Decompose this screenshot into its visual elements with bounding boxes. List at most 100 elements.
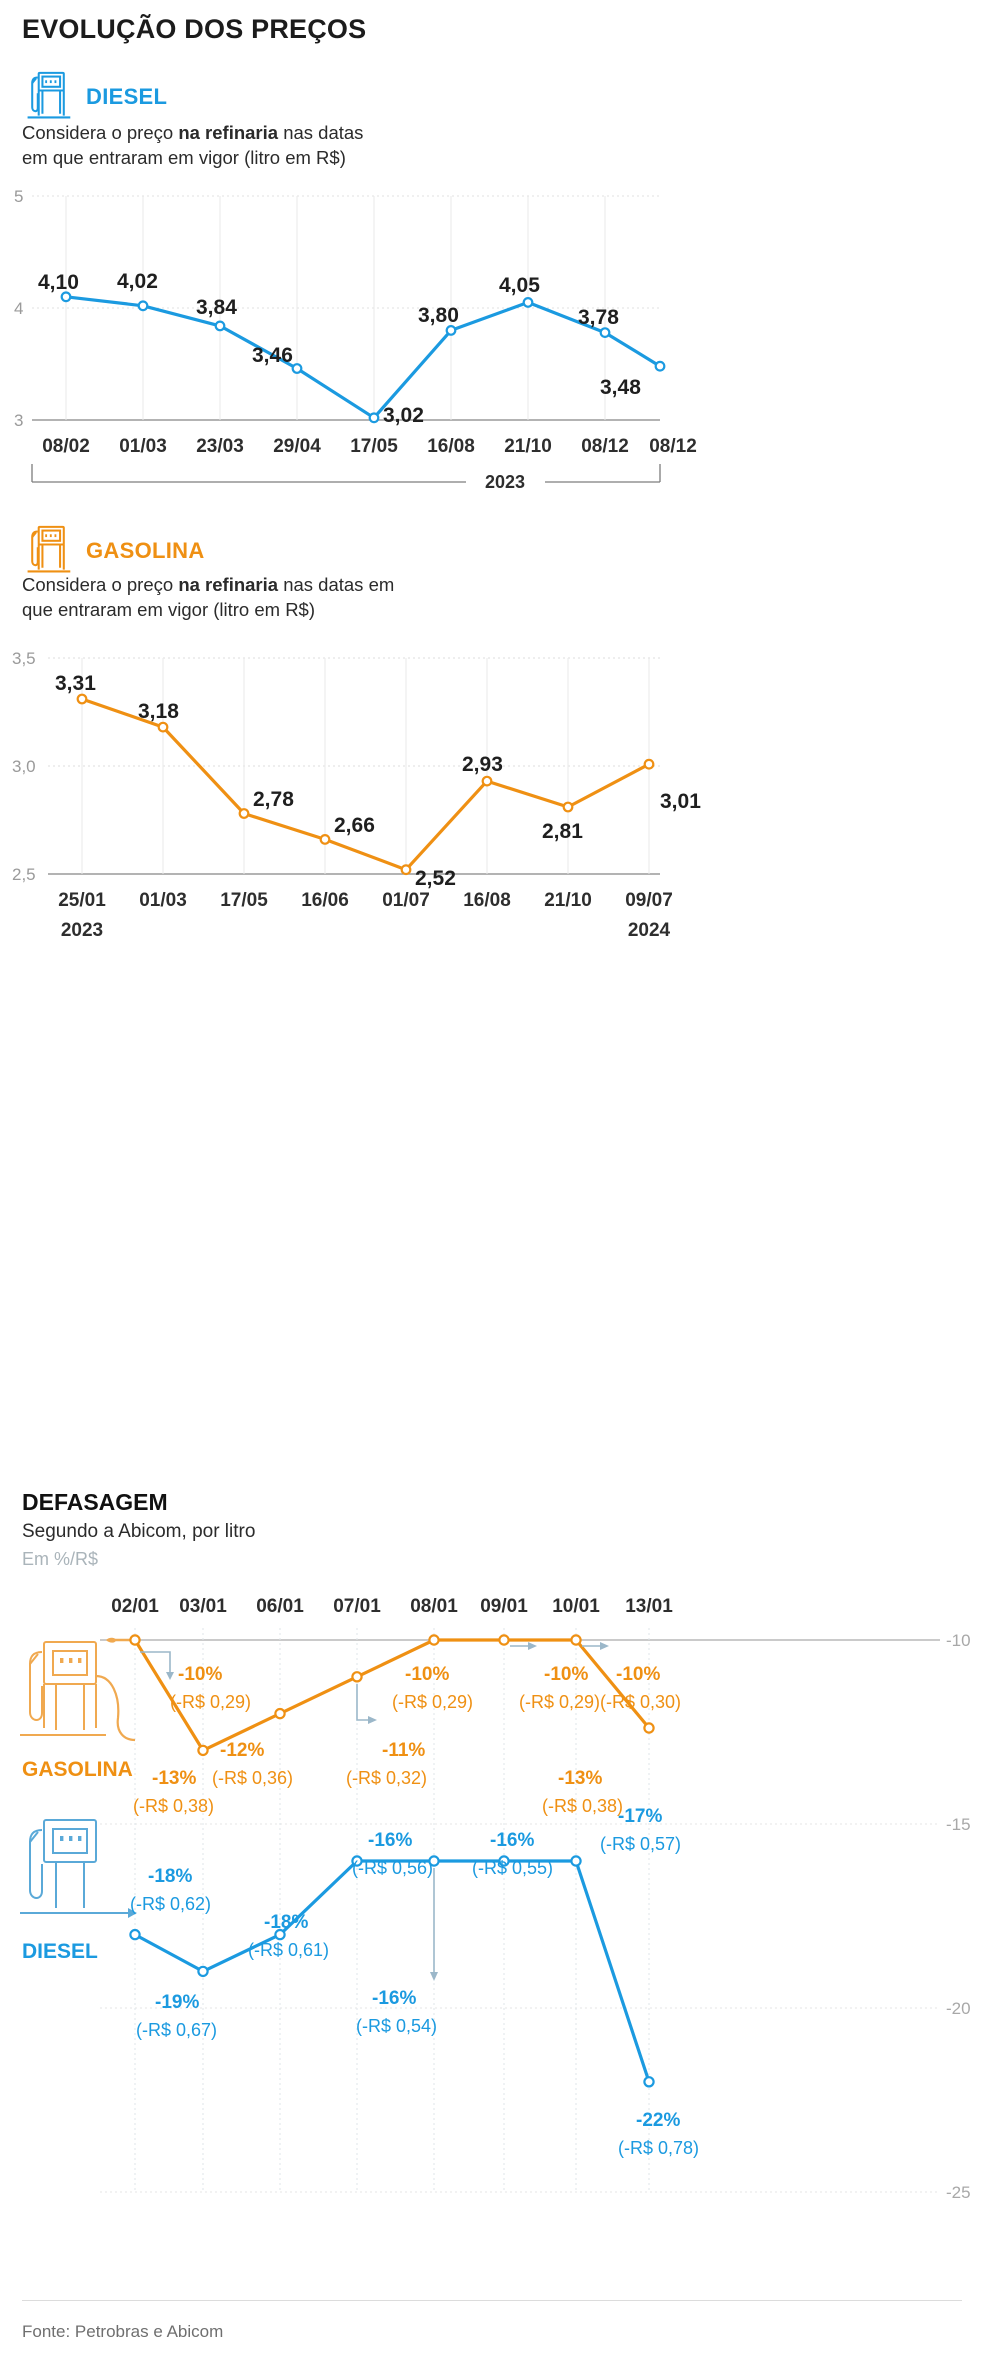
defasagem-diesel-points — [129, 1855, 655, 2088]
defasagem-chart: 02/01 03/01 06/01 07/01 08/01 09/01 10/0… — [0, 1580, 984, 2300]
diesel-cur-label: (-R$ 0,78) — [618, 2138, 699, 2158]
diesel-pct-label: -16% — [368, 1830, 412, 1851]
gasolina-desc-line2: que entraram em vigor (litro em R$) — [22, 599, 316, 620]
gasolina-cur-label: (-R$ 0,29) — [170, 1692, 251, 1712]
diesel-value-label: 4,02 — [117, 270, 158, 293]
diesel-xlabel: 08/12 — [581, 436, 629, 457]
gasolina-value-label: 3,18 — [138, 700, 179, 723]
defasagem-xlabel: 03/01 — [179, 1596, 227, 1617]
gasolina-year-end: 2024 — [628, 920, 671, 941]
gasolina-value-label: 3,01 — [660, 790, 701, 813]
diesel-pump-icon — [20, 1819, 137, 1918]
defasagem-title: DEFASAGEM — [22, 1489, 168, 1515]
gasolina-pump-icon — [20, 1637, 136, 1742]
defasagem-ytick: -25 — [946, 2183, 971, 2202]
diesel-pct-label: -16% — [372, 1988, 416, 2009]
diesel-pct-label: -16% — [490, 1830, 534, 1851]
diesel-pct-label: -18% — [264, 1912, 308, 1933]
gasolina-cur-label: (-R$ 0,29) — [392, 1692, 473, 1712]
gasolina-xlabel: 16/06 — [301, 890, 349, 911]
diesel-xlabel: 16/08 — [427, 436, 475, 457]
gasolina-pct-label: -13% — [152, 1768, 196, 1789]
diesel-ytick-2: 5 — [14, 187, 23, 206]
diesel-ytick-1: 4 — [14, 299, 23, 318]
gasolina-xlabel: 16/08 — [463, 890, 511, 911]
defasagem-xlabel: 13/01 — [625, 1596, 673, 1617]
diesel-cur-label: (-R$ 0,55) — [472, 1858, 553, 1878]
diesel-ytick-0: 3 — [14, 411, 23, 430]
gasolina-ytick-1: 3,0 — [12, 757, 36, 776]
gasolina-description: Considera o preço na refinaria nas datas… — [22, 572, 394, 622]
gasolina-pct-label: -10% — [405, 1664, 449, 1685]
diesel-year-bracket — [31, 464, 661, 483]
gasolina-value-label: 2,66 — [334, 814, 375, 837]
diesel-cur-label: (-R$ 0,61) — [248, 1940, 329, 1960]
diesel-value-label: 4,05 — [499, 274, 540, 297]
defasagem-vertical-gridlines — [134, 1628, 650, 2192]
gasolina-cur-label: (-R$ 0,30) — [600, 1692, 681, 1712]
gasolina-cur-label: (-R$ 0,38) — [133, 1796, 214, 1816]
diesel-pct-label: -22% — [636, 2110, 680, 2131]
defasagem-diesel-line — [133, 1859, 651, 2084]
gasolina-value-label: 2,52 — [415, 867, 456, 890]
diesel-cur-label: (-R$ 0,54) — [356, 2016, 437, 2036]
gasolina-pct-label: -13% — [558, 1768, 602, 1789]
defasagem-ytick: -10 — [946, 1631, 971, 1650]
diesel-xlabel: 23/03 — [196, 436, 244, 457]
gasolina-xlabel: 21/10 — [544, 890, 592, 911]
gasolina-value-label: 2,93 — [462, 753, 503, 776]
diesel-label: DIESEL — [86, 84, 168, 109]
diesel-value-label: 3,84 — [196, 296, 237, 319]
defasagem-xlabel: 06/01 — [256, 1596, 304, 1617]
gasolina-price-chart: 3,5 3,0 2,5 3,31 3,18 2,78 2,66 2,52 2,9… — [0, 640, 984, 960]
gasolina-value-label: 2,78 — [253, 788, 294, 811]
gasolina-desc-suffix: nas datas em — [278, 574, 395, 595]
defasagem-unit: Em %/R$ — [22, 1549, 99, 1569]
diesel-xlabel: 21/10 — [504, 436, 552, 457]
diesel-value-label: 3,80 — [418, 304, 459, 327]
diesel-xlabel: 08/12 — [649, 436, 697, 457]
diesel-cur-label: (-R$ 0,56) — [352, 1858, 433, 1878]
gasolina-xlabel: 01/07 — [382, 890, 430, 911]
diesel-desc-suffix: nas datas — [278, 122, 364, 143]
diesel-xlabel: 08/02 — [42, 436, 90, 457]
diesel-xlabel: 01/03 — [119, 436, 167, 457]
diesel-desc-line2: em que entraram em vigor (litro em R$) — [22, 147, 346, 168]
diesel-leader-lines — [430, 1868, 438, 1981]
defasagem-gasolina-points — [129, 1634, 655, 1757]
diesel-pct-label: -19% — [155, 1992, 199, 2013]
diesel-pct-label: -17% — [618, 1806, 662, 1827]
source-note: Fonte: Petrobras e Abicom — [22, 2322, 224, 2341]
gasolina-pct-label: -10% — [544, 1664, 588, 1685]
diesel-desc-bold: na refinaria — [178, 122, 279, 143]
diesel-value-label: 4,10 — [38, 271, 79, 294]
gasolina-pct-label: -12% — [220, 1740, 264, 1761]
gasolina-value-label: 3,31 — [55, 672, 96, 695]
diesel-xlabel: 17/05 — [350, 436, 398, 457]
diesel-value-label: 3,78 — [578, 306, 619, 329]
gasolina-xlabel: 09/07 — [625, 890, 673, 911]
gasolina-cur-label: (-R$ 0,38) — [542, 1796, 623, 1816]
defasagem-gasolina-line — [133, 1638, 651, 1752]
gasolina-cur-label: (-R$ 0,36) — [212, 1768, 293, 1788]
defasagem-subtitle: Segundo a Abicom, por litro — [22, 1521, 256, 1542]
defasagem-gasolina-label: GASOLINA — [22, 1758, 133, 1781]
gasolina-points — [76, 693, 655, 876]
gasolina-xlabel: 01/03 — [139, 890, 187, 911]
defasagem-ytick: -20 — [946, 1999, 971, 2018]
defasagem-xlabel: 10/01 — [552, 1596, 600, 1617]
gasolina-pct-label: -10% — [178, 1664, 222, 1685]
defasagem-xlabel: 08/01 — [410, 1596, 458, 1617]
gasolina-year-start: 2023 — [61, 920, 103, 941]
gasolina-gridlines — [48, 657, 660, 875]
defasagem-xlabel: 07/01 — [333, 1596, 381, 1617]
defasagem-xlabel: 02/01 — [111, 1596, 159, 1617]
gasolina-ytick-0: 2,5 — [12, 865, 36, 884]
page-title: EVOLUÇÃO DOS PREÇOS — [22, 14, 367, 44]
diesel-desc-prefix: Considera o preço — [22, 122, 179, 143]
gasolina-ytick-2: 3,5 — [12, 649, 36, 668]
gasolina-section-header: GASOLINA — [22, 520, 205, 582]
diesel-description: Considera o preço na refinaria nas datas… — [22, 120, 363, 170]
diesel-points — [60, 291, 666, 424]
diesel-section-header: DIESEL — [22, 66, 167, 128]
